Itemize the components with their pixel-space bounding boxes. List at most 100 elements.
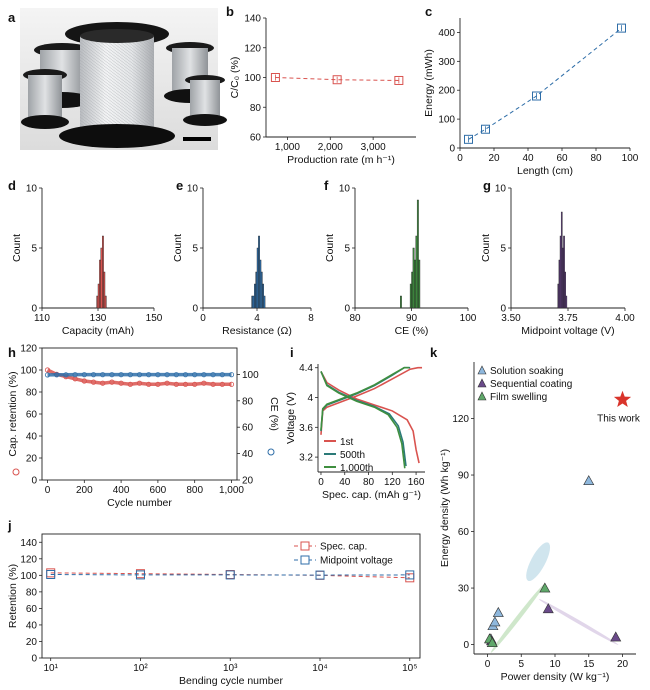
x-tick-label: 8 [308, 313, 314, 324]
x-tick-label: 800 [186, 485, 203, 496]
x-tick-label: 90 [406, 313, 418, 324]
data-point-triangle [489, 616, 501, 627]
ce-point [155, 372, 161, 378]
y-tick-label: 40 [26, 620, 38, 631]
ce-point [201, 372, 207, 378]
histogram-bar [260, 271, 263, 309]
y2-tick-label: 60 [242, 423, 254, 434]
panel-letter-g: g [483, 178, 491, 193]
legend-label: Solution soaking [490, 366, 563, 377]
y-tick-label: 200 [438, 86, 455, 97]
ce-point [72, 372, 78, 378]
y-axis-label: Voltage (V) [285, 392, 297, 444]
y-axis-label: Energy (mWh) [423, 49, 435, 117]
y2-tick-label: 20 [242, 476, 254, 487]
x-tick-label: 3.75 [558, 313, 578, 324]
x-tick-label: 4 [254, 313, 260, 324]
x-axis-label: Spec. cap. (mAh g⁻¹) [322, 489, 421, 501]
y-tick-label: 5 [192, 244, 198, 255]
histogram-bar [254, 283, 256, 309]
x-tick-label: 5 [518, 659, 524, 670]
y-tick-label: 100 [244, 73, 261, 84]
x-tick-label: 3,000 [361, 142, 386, 153]
retention-point [146, 381, 152, 387]
retention-point [44, 367, 51, 373]
data-point [270, 73, 280, 82]
data-point [332, 75, 342, 85]
x-tick-label: 20 [488, 153, 500, 164]
y-tick-label: 10 [339, 184, 351, 195]
panel-letter-a: a [8, 10, 16, 25]
histogram-bar [258, 235, 260, 309]
chart-c: 0 20 40 60 80 100 0 100 200 300 400 Length (cm) Ener… [423, 18, 639, 177]
discharge-curve [320, 371, 406, 469]
histogram-bar [263, 295, 266, 309]
y-tick-label: 80 [26, 587, 38, 598]
x-axis-label: Resistance (Ω) [222, 325, 292, 337]
x-tick-label: 1,000 [275, 142, 300, 153]
y-tick-label: 80 [250, 103, 262, 114]
chart-k: 0 5 10 15 20 0 30 60 90 120 Power density (W kg⁻¹)… [439, 362, 641, 683]
charge-curve [320, 366, 423, 435]
ce-point [118, 372, 124, 378]
cap-legend-marker [12, 468, 20, 476]
y-axis-label: Energy density (Wh kg⁻¹) [439, 449, 451, 567]
retention-series [46, 368, 232, 387]
legend-marker [477, 365, 487, 375]
y-tick-label: 0 [500, 304, 506, 315]
y-axis-label: C/C₀ (%) [229, 57, 241, 99]
ce-point [219, 372, 225, 378]
histogram-bar [411, 271, 414, 309]
x-tick-label: 130 [90, 313, 107, 324]
x-tick-label: 40 [339, 477, 351, 488]
y-tick-label: 0 [31, 476, 37, 487]
x-tick-label: 3.50 [501, 313, 521, 324]
retention-point [118, 380, 124, 386]
x-tick-label: 600 [150, 485, 167, 496]
x-axis-label: Bending cycle number [179, 675, 283, 687]
retention-point [100, 380, 106, 386]
ce-point [127, 372, 133, 378]
y2-tick-label: 80 [242, 396, 254, 407]
data-point-triangle [492, 606, 504, 617]
legend-marker [300, 541, 310, 551]
ce-point [182, 372, 189, 378]
histogram-bar [104, 295, 107, 309]
x-tick-label: 60 [556, 153, 568, 164]
y-tick-label: 10 [187, 184, 199, 195]
data-point-triangle [486, 637, 498, 647]
series-line [468, 27, 622, 140]
data-point-triangle [610, 631, 622, 642]
y-tick-label: 0 [449, 144, 455, 155]
histogram-bar [565, 295, 568, 309]
retention-point [173, 381, 179, 387]
plot-frame [41, 347, 238, 481]
chart-g: 3.50 3.75 4.00 0 5 10 Midpoint voltage (V) Coun… [480, 184, 635, 338]
x-tick-label: 80 [363, 477, 375, 488]
chart-d: 110 130 150 0 5 10 Capacity (mAh) Count [11, 184, 163, 338]
histogram-bar [416, 199, 419, 309]
data-point [46, 570, 56, 580]
x-tick-label: 400 [113, 485, 130, 496]
histogram-bar [97, 283, 100, 309]
ce-point [54, 372, 60, 378]
retention-point [219, 381, 225, 387]
histogram-bar [99, 259, 102, 309]
x-tick-label: 80 [590, 153, 602, 164]
histogram-bar [251, 295, 254, 309]
histogram-bar [414, 259, 416, 309]
panel-letter-j: j [7, 518, 12, 533]
data-point [394, 75, 404, 85]
series-line [50, 572, 410, 579]
ce-point [136, 372, 143, 378]
panel-letter-h: h [8, 345, 16, 360]
histogram-bar [564, 271, 566, 309]
x-axis-label: Cycle number [107, 497, 172, 509]
y-tick-label: 10 [26, 184, 38, 195]
retention-point [201, 380, 207, 386]
x-tick-label: 1,000 [219, 485, 244, 496]
histogram-bar [252, 295, 255, 309]
y-tick-label: 90 [458, 471, 470, 482]
y-tick-label: 4.4 [299, 363, 313, 374]
